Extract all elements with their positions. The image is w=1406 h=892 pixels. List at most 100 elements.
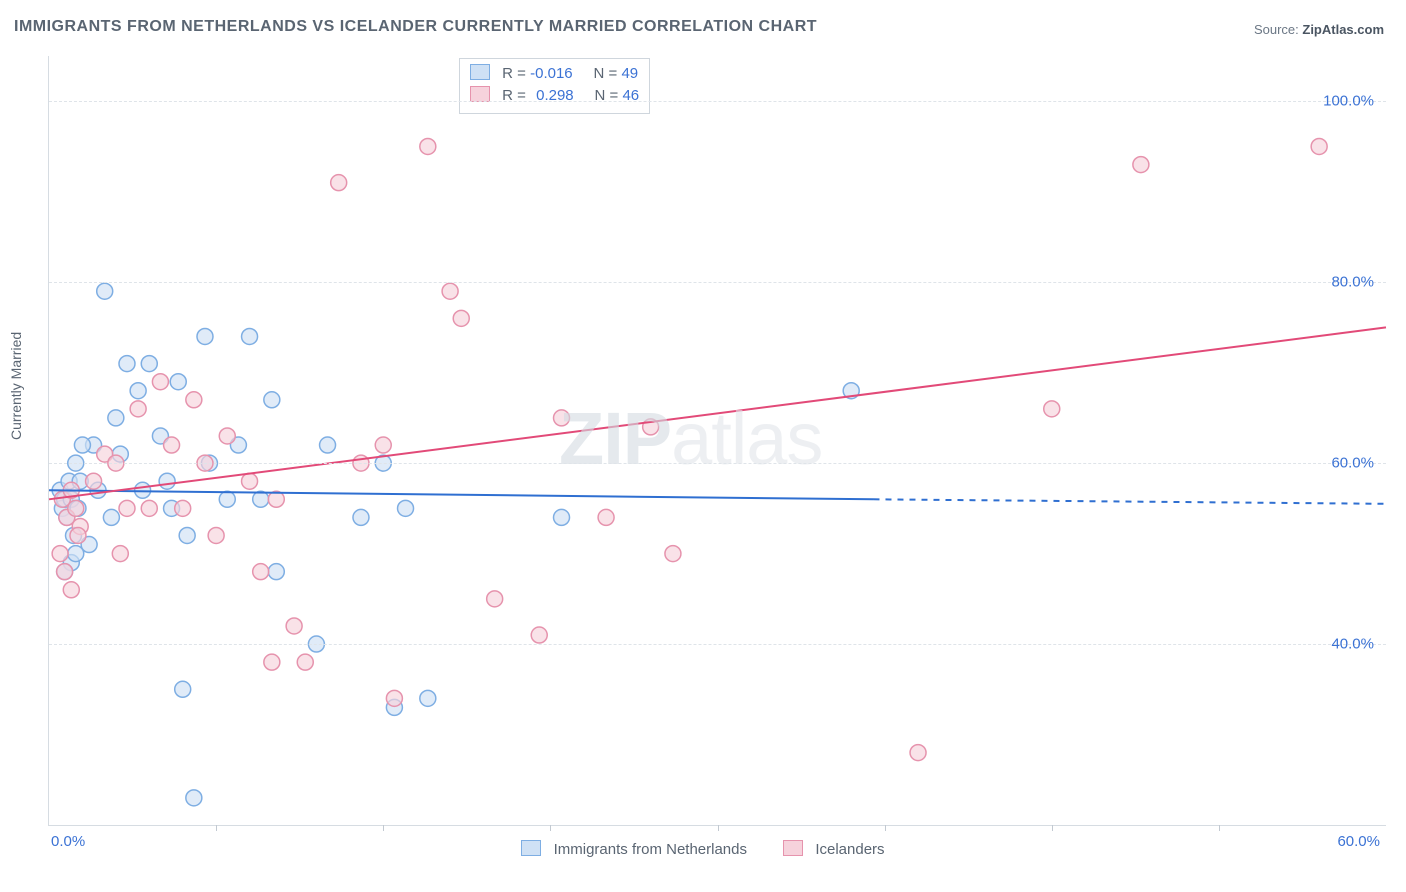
- source-label: Source:: [1254, 22, 1302, 37]
- data-point: [57, 564, 73, 580]
- bottom-legend: Immigrants from Netherlands Icelanders: [0, 840, 1406, 888]
- data-point: [242, 473, 258, 489]
- stats-legend-box: R = -0.016 N = 49 R = 0.298 N = 46: [459, 58, 650, 114]
- data-point: [665, 546, 681, 562]
- data-point: [331, 175, 347, 191]
- trend-line-extrapolated: [873, 499, 1386, 504]
- data-point: [420, 690, 436, 706]
- n-label-0: N =: [594, 65, 622, 82]
- data-point: [70, 527, 86, 543]
- data-point: [108, 410, 124, 426]
- data-point: [52, 546, 68, 562]
- bottom-legend-label-0: Immigrants from Netherlands: [554, 841, 747, 858]
- n-value-0: 49: [621, 65, 638, 82]
- chart-container: IMMIGRANTS FROM NETHERLANDS VS ICELANDER…: [0, 0, 1406, 892]
- data-point: [253, 564, 269, 580]
- gridline: [49, 282, 1386, 283]
- x-tick: [550, 825, 551, 831]
- data-point: [264, 392, 280, 408]
- data-point: [164, 437, 180, 453]
- data-point: [141, 356, 157, 372]
- x-tick: [383, 825, 384, 831]
- x-tick: [1052, 825, 1053, 831]
- y-tick-label: 40.0%: [1331, 636, 1374, 653]
- data-point: [554, 410, 570, 426]
- data-point: [386, 690, 402, 706]
- data-point: [1133, 157, 1149, 173]
- swatch-bottom-1: [783, 840, 803, 856]
- r-value-0: -0.016: [530, 65, 573, 82]
- swatch-series-0: [470, 64, 490, 80]
- plot-svg: [49, 56, 1386, 825]
- trend-line: [49, 490, 873, 499]
- data-point: [103, 509, 119, 525]
- data-point: [219, 491, 235, 507]
- data-point: [119, 356, 135, 372]
- data-point: [487, 591, 503, 607]
- data-point: [453, 310, 469, 326]
- y-tick-label: 60.0%: [1331, 455, 1374, 472]
- data-point: [242, 328, 258, 344]
- bottom-legend-label-1: Icelanders: [815, 841, 884, 858]
- x-tick: [216, 825, 217, 831]
- y-axis-title: Currently Married: [8, 332, 24, 440]
- data-point: [420, 138, 436, 154]
- data-point: [910, 745, 926, 761]
- trend-line: [49, 327, 1386, 499]
- source-value: ZipAtlas.com: [1302, 22, 1384, 37]
- data-point: [398, 500, 414, 516]
- data-point: [1311, 138, 1327, 154]
- data-point: [186, 392, 202, 408]
- data-point: [442, 283, 458, 299]
- bottom-legend-item-1: Icelanders: [783, 840, 884, 858]
- data-point: [86, 473, 102, 489]
- data-point: [175, 500, 191, 516]
- chart-title: IMMIGRANTS FROM NETHERLANDS VS ICELANDER…: [14, 18, 817, 36]
- data-point: [531, 627, 547, 643]
- gridline: [49, 644, 1386, 645]
- data-point: [264, 654, 280, 670]
- data-point: [286, 618, 302, 634]
- swatch-series-1: [470, 86, 490, 102]
- y-tick-label: 80.0%: [1331, 274, 1374, 291]
- x-tick: [1219, 825, 1220, 831]
- data-point: [97, 283, 113, 299]
- x-tick: [885, 825, 886, 831]
- r-label-0: R =: [502, 65, 530, 82]
- data-point: [219, 428, 235, 444]
- data-point: [152, 374, 168, 390]
- data-point: [68, 500, 84, 516]
- data-point: [1044, 401, 1060, 417]
- stats-row-series-1: R = 0.298 N = 46: [470, 85, 639, 107]
- data-point: [130, 401, 146, 417]
- swatch-bottom-0: [521, 840, 541, 856]
- data-point: [297, 654, 313, 670]
- data-point: [175, 681, 191, 697]
- data-point: [375, 437, 391, 453]
- data-point: [197, 328, 213, 344]
- gridline: [49, 101, 1386, 102]
- data-point: [159, 473, 175, 489]
- data-point: [353, 509, 369, 525]
- y-tick-label: 100.0%: [1323, 93, 1374, 110]
- data-point: [74, 437, 90, 453]
- x-tick: [718, 825, 719, 831]
- stats-row-series-0: R = -0.016 N = 49: [470, 63, 639, 85]
- data-point: [186, 790, 202, 806]
- data-point: [208, 527, 224, 543]
- data-point: [112, 546, 128, 562]
- data-point: [320, 437, 336, 453]
- data-point: [598, 509, 614, 525]
- plot-area: ZIPatlas R = -0.016 N = 49 R = 0.298 N =…: [48, 56, 1386, 826]
- data-point: [141, 500, 157, 516]
- bottom-legend-item-0: Immigrants from Netherlands: [521, 840, 747, 858]
- data-point: [63, 582, 79, 598]
- source-attribution: Source: ZipAtlas.com: [1254, 22, 1384, 37]
- data-point: [170, 374, 186, 390]
- data-point: [253, 491, 269, 507]
- data-point: [130, 383, 146, 399]
- data-point: [554, 509, 570, 525]
- data-point: [119, 500, 135, 516]
- gridline: [49, 463, 1386, 464]
- data-point: [179, 527, 195, 543]
